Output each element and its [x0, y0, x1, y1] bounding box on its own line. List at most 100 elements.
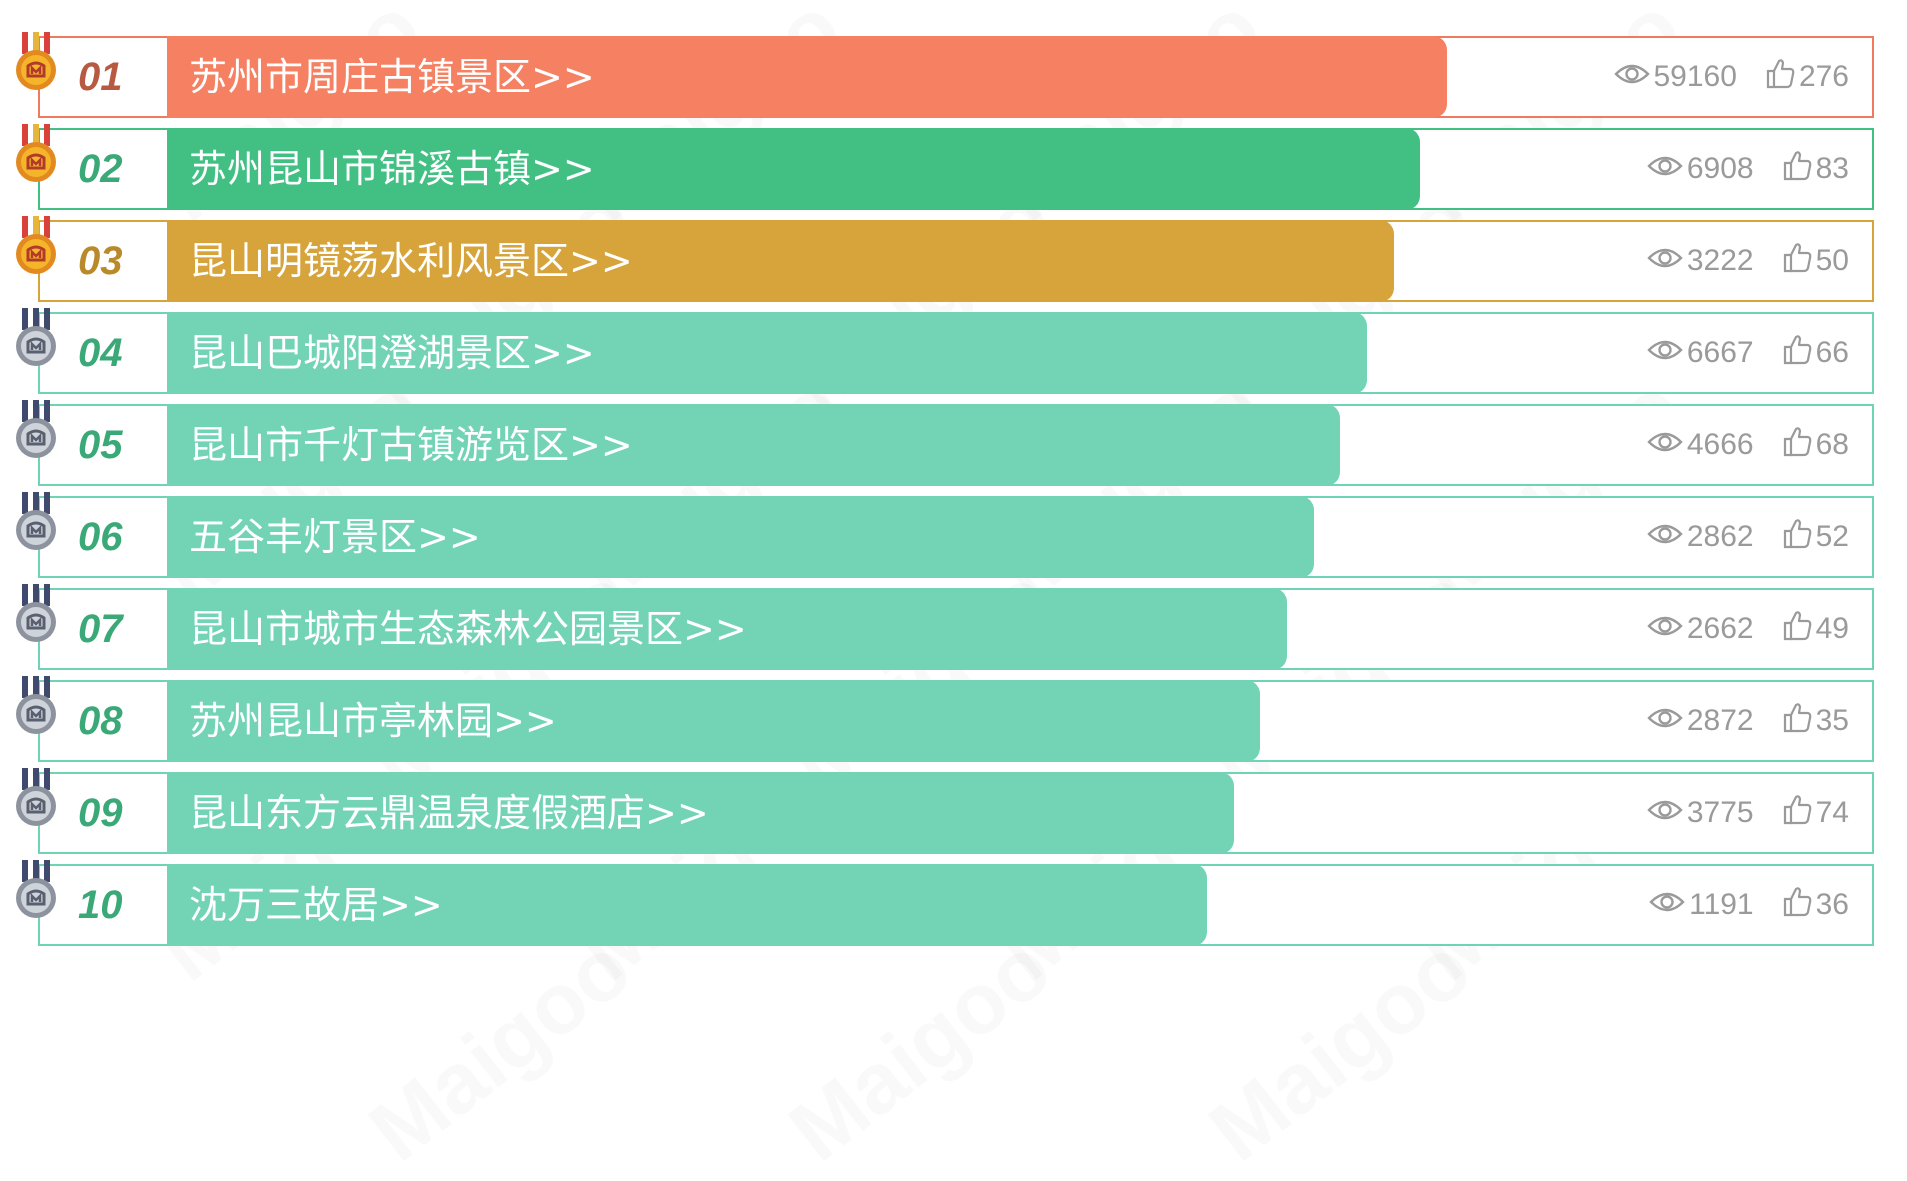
eye-icon — [1647, 612, 1687, 646]
thumbs-up-icon[interactable] — [1782, 241, 1816, 281]
thumbs-up-icon[interactable] — [1782, 701, 1816, 741]
eye-icon — [1647, 520, 1687, 554]
views-stat: 1191 — [1649, 888, 1754, 922]
attraction-name-link[interactable]: 沈万三故居>> — [167, 864, 1207, 946]
gold-medal-icon — [12, 124, 60, 192]
likes-stat[interactable]: 49 — [1782, 609, 1849, 649]
view-count: 2872 — [1686, 704, 1754, 737]
ranking-row-04[interactable]: 04 昆山巴城阳澄湖景区>> 6667 66 — [0, 308, 1907, 396]
like-count: 52 — [1815, 520, 1849, 553]
view-count: 59160 — [1653, 60, 1737, 93]
like-count: 36 — [1815, 888, 1849, 921]
ranking-row-02[interactable]: 02 苏州昆山市锦溪古镇>> 6908 83 — [0, 124, 1907, 212]
silver-medal-icon — [12, 584, 60, 652]
likes-stat[interactable]: 68 — [1782, 425, 1849, 465]
rank-number: 02 — [78, 147, 123, 191]
rank-number: 10 — [78, 883, 123, 927]
eye-icon — [1647, 704, 1687, 738]
view-count: 6908 — [1686, 152, 1754, 185]
row-stats: 59160 276 — [1586, 36, 1849, 118]
row-stats: 2872 35 — [1619, 680, 1849, 762]
watermark-text: Maigoo — [982, 358, 1279, 620]
attraction-name-link[interactable]: 五谷丰灯景区>> — [167, 496, 1314, 578]
silver-medal-icon — [12, 860, 60, 928]
ranking-row-09[interactable]: 09 昆山东方云鼎温泉度假酒店>> 3775 74 — [0, 768, 1907, 856]
rank-number: 07 — [78, 607, 123, 651]
like-count: 66 — [1815, 336, 1849, 369]
thumbs-up-icon[interactable] — [1782, 609, 1816, 649]
rank-number: 09 — [78, 791, 123, 835]
thumbs-up-icon[interactable] — [1782, 333, 1816, 373]
likes-stat[interactable]: 52 — [1782, 517, 1849, 557]
watermark-text: Maigoo — [142, 358, 439, 620]
eye-icon — [1647, 152, 1687, 186]
attraction-name-link[interactable]: 昆山市城市生态森林公园景区>> — [167, 588, 1287, 670]
thumbs-up-icon[interactable] — [1782, 425, 1816, 465]
views-stat: 2862 — [1647, 520, 1754, 554]
rank-number: 08 — [78, 699, 123, 743]
attraction-name-link[interactable]: 昆山市千灯古镇游览区>> — [167, 404, 1340, 486]
attraction-name-link[interactable]: 苏州昆山市亭林园>> — [167, 680, 1260, 762]
attraction-name-link[interactable]: 苏州昆山市锦溪古镇>> — [167, 128, 1420, 210]
likes-stat[interactable]: 36 — [1782, 885, 1849, 925]
rank-number: 05 — [78, 423, 123, 467]
eye-icon — [1613, 60, 1654, 94]
view-count: 2662 — [1686, 612, 1754, 645]
row-stats: 2862 52 — [1619, 496, 1849, 578]
row-stats: 3775 74 — [1619, 772, 1849, 854]
like-count: 83 — [1815, 152, 1849, 185]
views-stat: 3775 — [1647, 796, 1754, 830]
views-stat: 6667 — [1647, 336, 1754, 370]
ranking-row-05[interactable]: 05 昆山市千灯古镇游览区>> 4666 68 — [0, 400, 1907, 488]
likes-stat[interactable]: 83 — [1782, 149, 1849, 189]
thumbs-up-icon[interactable] — [1765, 57, 1799, 97]
attraction-name-link[interactable]: 昆山明镜荡水利风景区>> — [167, 220, 1394, 302]
row-stats: 2662 49 — [1619, 588, 1849, 670]
silver-medal-icon — [12, 400, 60, 468]
like-count: 74 — [1815, 796, 1849, 829]
watermark-text: Maigoo — [1402, 358, 1699, 620]
watermark-text: Maigoo — [352, 918, 649, 1180]
attraction-name-link[interactable]: 昆山巴城阳澄湖景区>> — [167, 312, 1367, 394]
likes-stat[interactable]: 50 — [1782, 241, 1849, 281]
silver-medal-icon — [12, 676, 60, 744]
thumbs-up-icon[interactable] — [1782, 885, 1816, 925]
like-count: 49 — [1815, 612, 1849, 645]
views-stat: 3222 — [1647, 244, 1754, 278]
row-stats: 3222 50 — [1619, 220, 1849, 302]
silver-medal-icon — [12, 492, 60, 560]
ranking-row-03[interactable]: 03 昆山明镜荡水利风景区>> 3222 50 — [0, 216, 1907, 304]
ranking-row-10[interactable]: 10 沈万三故居>> 1191 36 — [0, 860, 1907, 948]
likes-stat[interactable]: 35 — [1782, 701, 1849, 741]
views-stat: 59160 — [1613, 60, 1737, 94]
ranking-row-07[interactable]: 07 昆山市城市生态森林公园景区>> 2662 49 — [0, 584, 1907, 672]
thumbs-up-icon[interactable] — [1782, 793, 1816, 833]
silver-medal-icon — [12, 308, 60, 376]
thumbs-up-icon[interactable] — [1782, 149, 1816, 189]
thumbs-up-icon[interactable] — [1782, 517, 1816, 557]
views-stat: 2662 — [1647, 612, 1754, 646]
ranking-row-06[interactable]: 06 五谷丰灯景区>> 2862 52 — [0, 492, 1907, 580]
view-count: 3222 — [1686, 244, 1754, 277]
likes-stat[interactable]: 74 — [1782, 793, 1849, 833]
likes-stat[interactable]: 276 — [1765, 57, 1849, 97]
like-count: 68 — [1815, 428, 1849, 461]
ranking-row-08[interactable]: 08 苏州昆山市亭林园>> 2872 35 — [0, 676, 1907, 764]
eye-icon — [1649, 888, 1689, 922]
gold-medal-icon — [12, 216, 60, 284]
row-stats: 1191 36 — [1621, 864, 1849, 946]
ranking-row-01[interactable]: 01 苏州市周庄古镇景区>> 59160 276 — [0, 32, 1907, 120]
view-count: 3775 — [1686, 796, 1754, 829]
view-count: 2862 — [1686, 520, 1754, 553]
eye-icon — [1647, 336, 1687, 370]
eye-icon — [1647, 428, 1687, 462]
likes-stat[interactable]: 66 — [1782, 333, 1849, 373]
row-stats: 4666 68 — [1619, 404, 1849, 486]
attraction-name-link[interactable]: 苏州市周庄古镇景区>> — [167, 36, 1447, 118]
rank-number: 03 — [78, 239, 123, 283]
gold-medal-icon — [12, 32, 60, 100]
eye-icon — [1647, 244, 1687, 278]
attraction-name-link[interactable]: 昆山东方云鼎温泉度假酒店>> — [167, 772, 1234, 854]
view-count: 1191 — [1689, 888, 1754, 921]
eye-icon — [1647, 796, 1687, 830]
